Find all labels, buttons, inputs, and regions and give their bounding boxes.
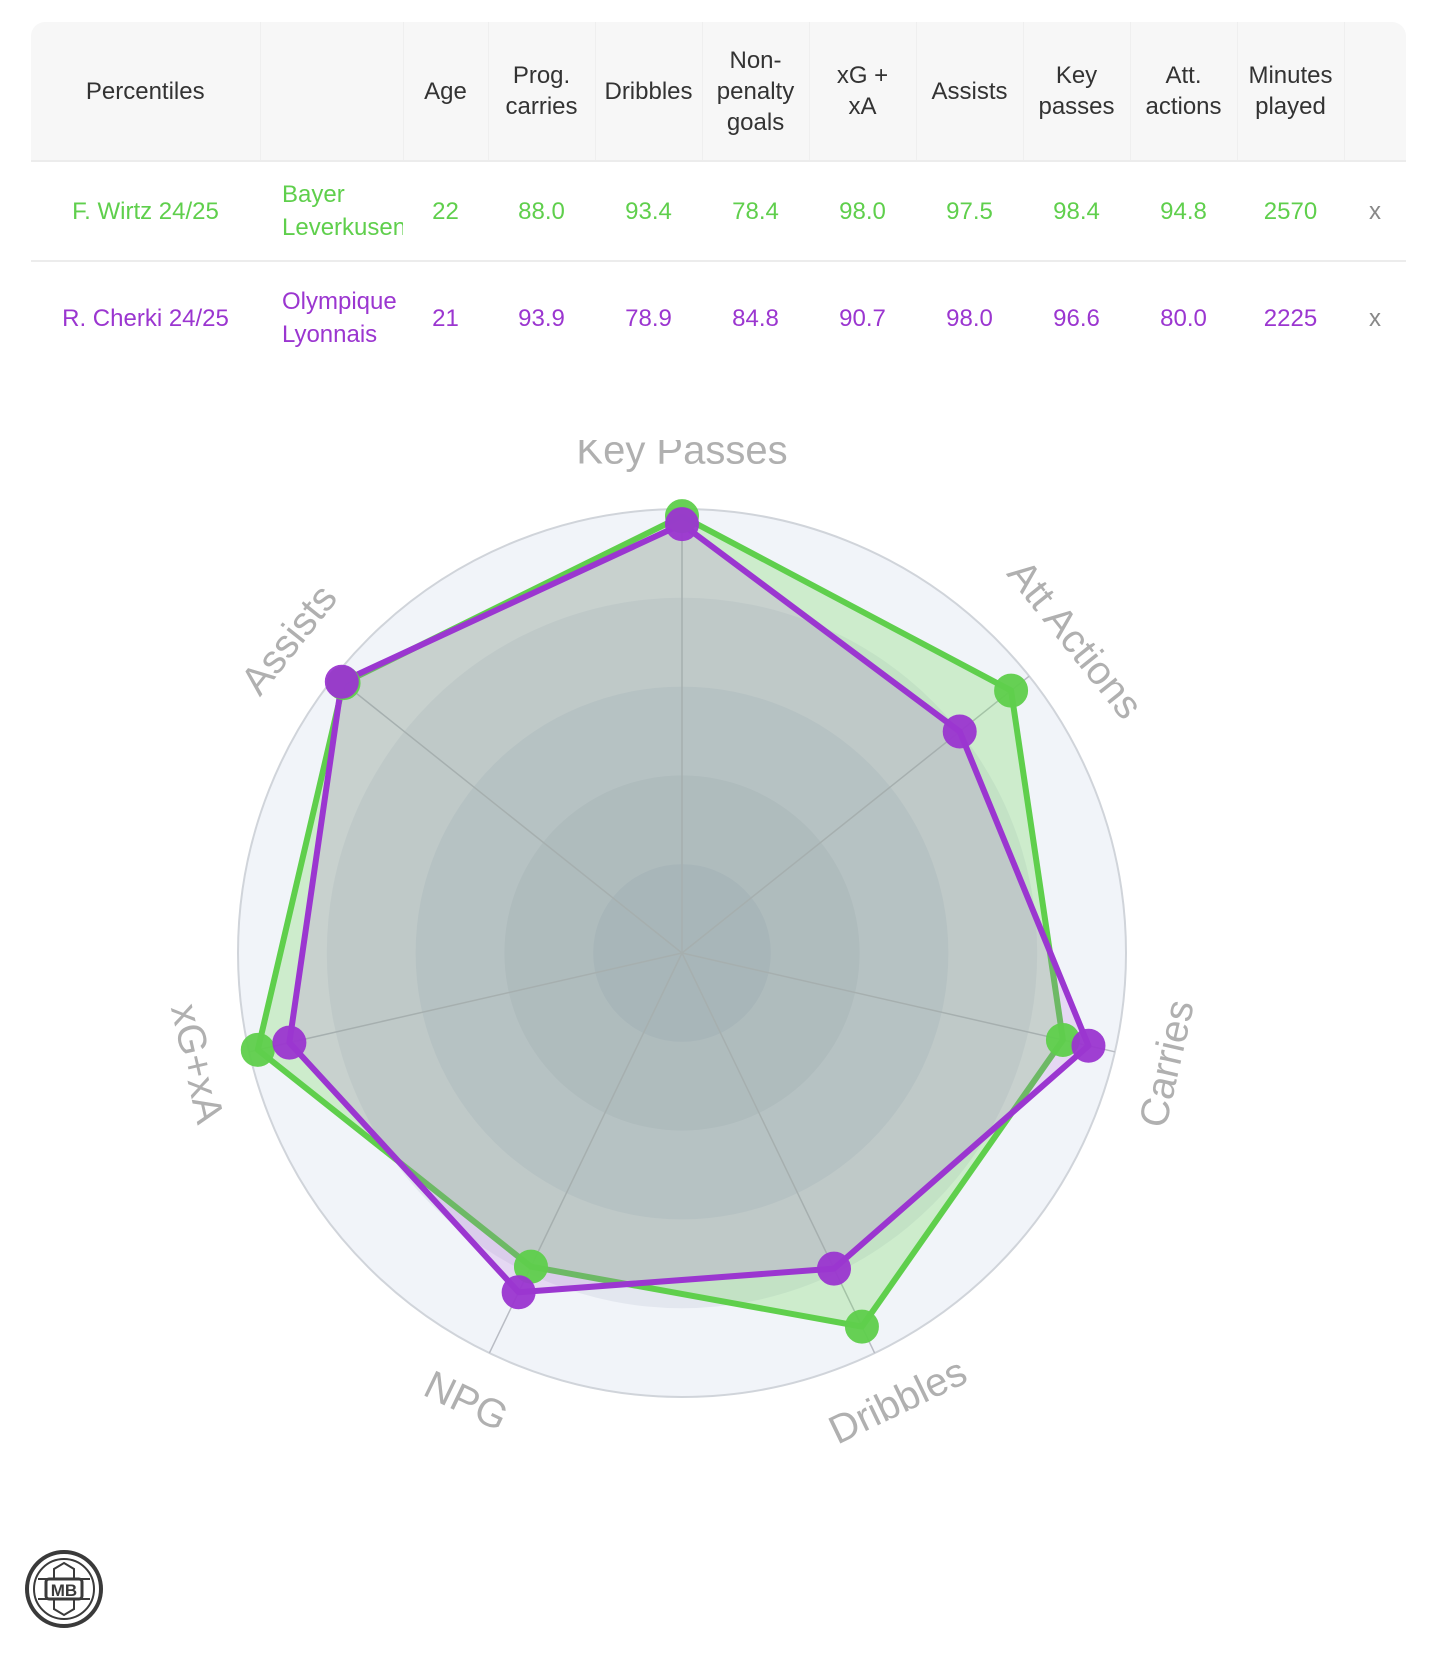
spoke-2 [681,952,1116,1053]
cell-minutes-played: 2570 [1237,160,1344,262]
cell-prog-carries: 88.0 [488,160,595,262]
cell-assists: 98.0 [946,304,993,332]
axis-label-4: NPG [418,1363,515,1440]
series-0-point-1 [994,673,1029,708]
cell-xg-xa: 98.0 [809,160,916,262]
series-1-point-5 [272,1025,307,1060]
header-percentiles[interactable]: Percentiles [31,22,261,161]
header-age[interactable]: Age [403,22,489,161]
team-name: Bayer Leverkusen [260,160,403,262]
spoke-5 [248,952,683,1053]
percentiles-table-card: Percentiles Age Prog. carries Dribbles No… [31,22,1406,374]
player-name[interactable]: F. Wirtz 24/25 [31,160,260,262]
mb-logo: MB [24,1549,104,1629]
spoke-6 [334,675,683,954]
series-0-point-5 [240,1032,275,1067]
remove-player-button[interactable]: x [1344,160,1406,262]
header-assists[interactable]: Assists [916,22,1024,161]
series-1-point-4 [501,1275,536,1310]
series-1-point-0 [665,507,699,542]
cell-key-passes: 98.4 [1023,160,1130,262]
axis-label-2: Carries [1131,996,1203,1131]
header-dribbles[interactable]: Dribbles [595,22,703,161]
header-team [260,22,404,161]
header-xg-xa[interactable]: xG + xA [809,22,917,161]
series-area-0 [254,513,1066,1330]
cell-age: 22 [403,160,488,262]
cell-minutes-played: 2225 [1263,304,1318,332]
cell-non-penalty-goals: 84.8 [732,304,779,332]
table-row: R. Cherki 24/25 Olympique Lyonnais 21 93.9 7… [31,261,1406,374]
percentiles-table: Percentiles Age Prog. carries Dribbles No… [31,22,1406,374]
header-non-penalty-goals[interactable]: Non-penalty goals [702,22,810,161]
header-remove [1344,22,1406,161]
table-header-row: Percentiles Age Prog. carries Dribbles No… [31,22,1406,161]
series-1-point-3 [816,1251,851,1286]
cell-dribbles: 78.9 [625,304,672,332]
cell-non-penalty-goals: 78.4 [702,160,809,262]
cell-assists: 97.5 [916,160,1023,262]
remove-player-button[interactable]: x [1369,304,1381,332]
cell-key-passes: 96.6 [1053,304,1100,332]
cell-dribbles: 93.4 [595,160,702,262]
radar-spokes [248,509,1116,1354]
header-att-actions[interactable]: Att. actions [1130,22,1238,161]
header-key-passes[interactable]: Key passes [1023,22,1131,161]
series-1-point-1 [942,714,977,749]
cell-prog-carries: 93.9 [518,304,565,332]
spoke-3 [681,952,876,1354]
series-1-point-2 [1071,1028,1106,1063]
cell-age: 21 [432,304,459,332]
header-minutes-played[interactable]: Minutes played [1237,22,1345,161]
player-name[interactable]: R. Cherki 24/25 [62,304,229,332]
series-area-1 [286,521,1092,1296]
table-row: F. Wirtz 24/25 Bayer Leverkusen 22 88.0 93.4… [31,160,1406,262]
axis-label-5: xG+xA [162,1000,232,1128]
football-logo-icon: MB [25,1550,103,1628]
cell-xg-xa: 90.7 [839,304,886,332]
cell-att-actions: 80.0 [1160,304,1207,332]
header-prog-carries[interactable]: Prog. carries [488,22,596,161]
axis-label-0: Key Passes [576,440,787,473]
series-0-point-3 [844,1309,879,1344]
team-name: Olympique Lyonnais [282,288,397,348]
cell-att-actions: 94.8 [1130,160,1237,262]
logo-text: MB [51,1581,77,1600]
series-1-point-6 [324,664,359,699]
